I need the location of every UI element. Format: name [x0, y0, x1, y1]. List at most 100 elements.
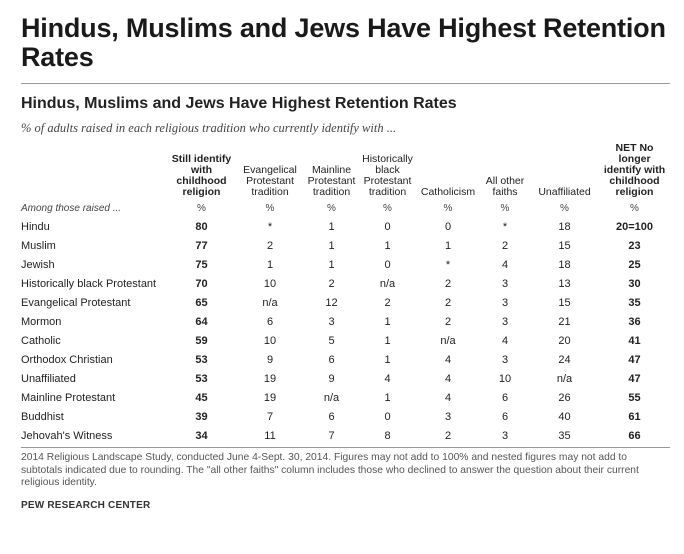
table-row: Catholic 59 10 5 1 n/a 4 20 41 [21, 331, 670, 350]
table-cell: 10 [263, 334, 277, 347]
table-cell: 1 [384, 391, 391, 404]
table-cell: % [630, 203, 639, 214]
table-cell: 80 [195, 220, 208, 233]
table-cell: 2 [444, 315, 452, 328]
table-cell: % [265, 203, 275, 214]
table-cell: 3 [328, 315, 335, 328]
table-cell: % [500, 203, 510, 214]
column-header: NET No longer identify with childhood re… [603, 142, 666, 198]
table-cell: 4 [444, 372, 452, 385]
table-cell: 10 [498, 372, 512, 385]
table-cell: 18 [558, 220, 571, 233]
table-cell: 26 [558, 391, 571, 404]
table-cell: 4 [501, 258, 509, 271]
table-cell: 0 [384, 220, 391, 233]
table-cell: 1 [384, 315, 391, 328]
table-row: Historically black Protestant 70 10 2 n/a 2 3 1… [21, 274, 670, 293]
table-cell: % [197, 203, 206, 214]
table-header-row: Still identify with childhood religion E… [21, 143, 670, 200]
table-cell: 2 [444, 429, 452, 442]
table-cell: n/a [379, 277, 396, 290]
table-cell: * [502, 220, 508, 233]
row-label: Jehovah's Witness [21, 429, 113, 442]
table-cell: % [383, 203, 392, 214]
table-row: Jewish 75 1 1 0 * 4 18 25 [21, 255, 670, 274]
table-cell: 35 [558, 429, 571, 442]
table-cell: n/a [556, 372, 573, 385]
table-cell: 34 [195, 429, 208, 442]
source-label: PEW RESEARCH CENTER [21, 500, 151, 511]
table-cell: 19 [263, 372, 277, 385]
table-cell: 53 [195, 372, 208, 385]
column-header: All other faiths [485, 175, 525, 198]
table-cell: 25 [628, 258, 641, 271]
table-cell: * [445, 258, 451, 271]
table-cell: 1 [384, 239, 391, 252]
table-cell: 6 [501, 410, 509, 423]
column-header: Unaffiliated [538, 186, 591, 198]
table-cell: 12 [325, 296, 338, 309]
table-cell: 5 [328, 334, 335, 347]
column-header: Still identify with childhood religion [171, 153, 232, 198]
table-cell: 3 [501, 353, 509, 366]
table-cell: 11 [264, 429, 276, 442]
table-cell: 64 [195, 315, 208, 328]
table-cell: 23 [628, 239, 641, 252]
table-cell: % [443, 203, 453, 214]
bottom-divider [21, 447, 670, 448]
table-cell: 9 [328, 372, 335, 385]
table-cell: 6 [328, 353, 335, 366]
row-label: Orthodox Christian [21, 353, 113, 366]
table-cell: 3 [501, 315, 509, 328]
table-cell: 30 [628, 277, 641, 290]
table-row: Orthodox Christian 53 9 6 1 4 3 24 47 [21, 350, 670, 369]
table-row: Mainline Protestant 45 19 n/a 1 4 6 26 55 [21, 388, 670, 407]
table-cell: 40 [558, 410, 571, 423]
table-cell: 3 [501, 277, 509, 290]
row-label: Among those raised ... [21, 203, 122, 214]
table-cell: 13 [558, 277, 571, 290]
table-cell: 66 [628, 429, 641, 442]
table-cell: 47 [628, 372, 641, 385]
table-caption: % of adults raised in each religious tra… [21, 121, 397, 135]
page-title: Hindus, Muslims and Jews Have Highest Re… [21, 13, 666, 72]
table-cell: 2 [328, 277, 335, 290]
table-cell: 39 [195, 410, 208, 423]
table-cell: 3 [501, 296, 509, 309]
table-cell: 0 [384, 410, 391, 423]
footnote: 2014 Religious Landscape Study, conducte… [21, 452, 639, 488]
table-cell: 20 [558, 334, 571, 347]
retention-table: Still identify with childhood religion E… [21, 143, 670, 445]
table-cell: 2 [444, 296, 452, 309]
row-label: Evangelical Protestant [21, 296, 131, 309]
table-cell: 19 [263, 391, 277, 404]
row-label: Historically black Protestant [21, 277, 157, 290]
table-cell: % [560, 203, 569, 214]
table-cell: n/a [440, 334, 456, 347]
table-cell: 3 [444, 410, 452, 423]
table-cell: 15 [558, 239, 571, 252]
table-cell: 53 [195, 353, 208, 366]
table-row: Hindu 80 * 1 0 0 * 18 20=100 [21, 217, 670, 236]
chart-subtitle: Hindus, Muslims and Jews Have Highest Re… [21, 95, 457, 112]
table-cell: 1 [384, 334, 391, 347]
table-cell: 4 [384, 372, 391, 385]
row-label: Jewish [21, 258, 55, 271]
table-cell: 36 [628, 315, 641, 328]
table-cell: 6 [328, 410, 335, 423]
table-cell: 0 [384, 258, 391, 271]
table-cell: 61 [628, 410, 641, 423]
table-cell: 77 [195, 239, 208, 252]
table-row: Unaffiliated 53 19 9 4 4 10 n/a 47 [21, 369, 670, 388]
percent-row: Among those raised ... % % % % % % % % [21, 200, 670, 217]
table-cell: 55 [628, 391, 641, 404]
table-row: Buddhist 39 7 6 0 3 6 40 61 [21, 407, 670, 426]
table-cell: 21 [558, 315, 571, 328]
table-cell: 4 [501, 334, 509, 347]
table-cell: 35 [628, 296, 641, 309]
row-label: Unaffiliated [21, 372, 76, 385]
table-cell: 10 [263, 277, 277, 290]
row-label: Mormon [21, 315, 62, 328]
column-header [21, 143, 167, 200]
